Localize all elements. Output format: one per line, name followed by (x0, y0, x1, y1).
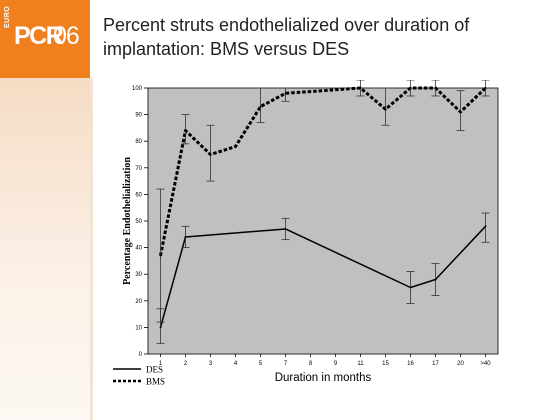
x-tick-label: 8 (309, 361, 313, 367)
y-tick-label: 40 (135, 246, 142, 252)
x-tick-label: 4 (234, 361, 238, 367)
y-tick-label: 50 (135, 219, 142, 225)
data-point-bms (209, 153, 212, 156)
y-tick-label: 20 (135, 299, 142, 305)
data-point-bms (184, 129, 187, 132)
legend-label-des: DES (146, 365, 163, 375)
header-band (90, 0, 560, 78)
chart-panel: 0 10 20 30 40 50 60 70 80 90 100 1 2 3 4 5 7 8 9 11 15 16 17 20… (103, 80, 513, 394)
y-tick-label: 70 (135, 166, 142, 172)
series-line-bms (159, 86, 487, 256)
x-tick-label: >40 (480, 361, 491, 367)
data-point-des (159, 326, 162, 329)
slide-title: Percent struts endothelialized over dura… (103, 15, 470, 59)
side-divider (90, 78, 93, 420)
data-point-bms (159, 254, 162, 257)
x-tick-label: 1 (159, 361, 163, 367)
x-tick-label: 16 (407, 361, 414, 367)
x-tick-label: 3 (209, 361, 213, 367)
x-tick-label: 17 (432, 361, 439, 367)
x-tick-label: 9 (334, 361, 338, 367)
brand-column (0, 0, 90, 78)
data-point-des (184, 236, 187, 238)
y-tick-label: 0 (139, 352, 143, 358)
x-tick-label: 2 (184, 361, 188, 367)
data-point-bms (284, 92, 287, 95)
x-tick-label: 15 (382, 361, 389, 367)
y-tick-label: 90 (135, 113, 142, 119)
data-point-bms (434, 87, 437, 89)
y-tick-label: 60 (135, 192, 142, 198)
x-tick-label: 11 (357, 361, 364, 367)
data-point-bms (459, 111, 462, 113)
x-tick-label: 7 (284, 361, 288, 367)
data-point-des (484, 225, 487, 228)
y-tick-label: 30 (135, 272, 142, 278)
x-axis-label: Duration in months (275, 372, 372, 384)
data-point-des (434, 278, 437, 281)
data-point-bms (234, 145, 237, 148)
logo-year: 06 (53, 22, 80, 50)
line-chart: 0 10 20 30 40 50 60 70 80 90 100 1 2 3 4 5 7 8 9 11 15 16 17 20… (113, 80, 499, 387)
data-point-bms (384, 108, 387, 111)
x-tick-label: 20 (457, 361, 464, 367)
data-point-bms (484, 87, 487, 89)
logo-prefix: EURO (4, 5, 11, 28)
y-tick-label: 10 (135, 325, 142, 331)
data-point-bms (409, 87, 412, 89)
logo-main: PCR (14, 22, 64, 50)
data-point-des (284, 228, 287, 230)
y-axis-label: Percentage Endothelialization (122, 157, 133, 285)
x-tick-label: 5 (259, 361, 263, 367)
y-tick-label: 100 (132, 86, 143, 92)
data-point-des (409, 286, 412, 289)
plot-area (147, 87, 499, 355)
legend-label-bms: BMS (146, 377, 165, 387)
series-line-des (159, 225, 487, 328)
data-point-bms (359, 87, 362, 89)
data-point-bms (259, 105, 262, 108)
side-decoration (0, 78, 90, 420)
y-tick-label: 80 (135, 139, 142, 145)
